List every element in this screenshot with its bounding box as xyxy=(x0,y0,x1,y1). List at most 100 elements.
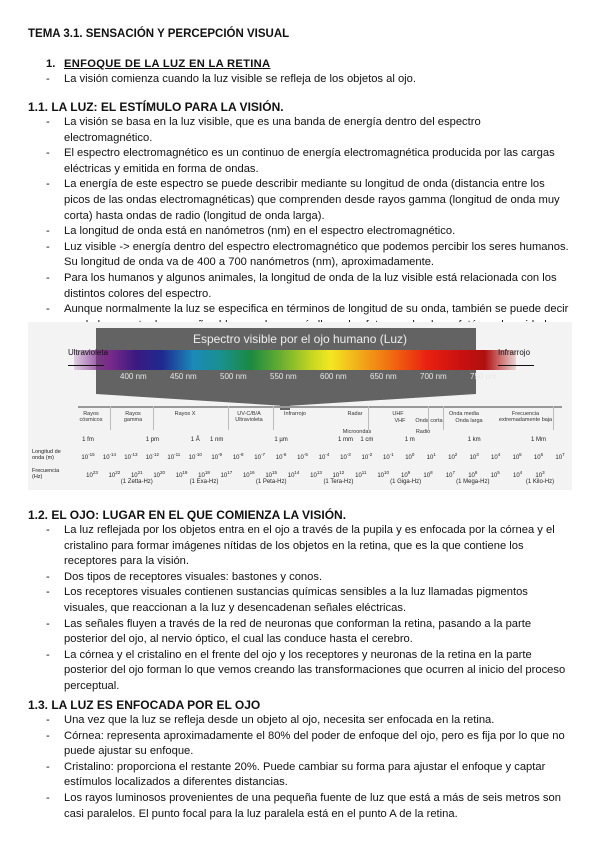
band-label: UHF xyxy=(392,411,404,417)
nm-label: 500 nm xyxy=(220,372,247,381)
wavelength-unit-label: 1 cm xyxy=(360,437,374,443)
list-item: Dos tipos de receptores visuales: baston… xyxy=(46,570,572,586)
wavelength-unit-label: 1 µm xyxy=(274,437,288,443)
section-1-heading: 1. ENFOQUE DE LA LUZ EN LA RETINA xyxy=(46,58,270,70)
frequency-tick-label: 109 xyxy=(400,470,411,479)
frequency-unit-label: (1 Peta-Hz) xyxy=(255,479,287,485)
section-1-1-heading: 1.1. LA LUZ: EL ESTÍMULO PARA LA VISIÓN. xyxy=(28,100,284,114)
section-title: ENFOQUE DE LA LUZ EN LA RETINA xyxy=(64,58,271,70)
frequency-tick-label: 1018 xyxy=(198,470,210,479)
frequency-tick-label: 104 xyxy=(512,470,523,479)
frequency-tick-label: 105 xyxy=(490,470,500,479)
left-arrow-icon xyxy=(68,365,104,366)
frequency-unit-label: (1 Mega-Hz) xyxy=(456,479,490,485)
section-1-2-list: La luz reflejada por los objetos entra e… xyxy=(46,523,572,695)
nm-label: 450 nm xyxy=(170,372,197,381)
wavelength-tick-label: 10-14 xyxy=(102,452,117,461)
band-label: Radar xyxy=(347,411,363,417)
band-label: Onda corta xyxy=(415,418,443,424)
list-item: La longitud de onda está en nanómetros (… xyxy=(46,224,572,240)
band-divider xyxy=(428,406,429,430)
list-item: La córnea y el cristalino en el frente d… xyxy=(46,648,572,695)
wavelength-tick-label: 10-13 xyxy=(124,452,138,461)
band-label: Rayos gamma xyxy=(123,411,143,423)
frequency-tick-label: 1020 xyxy=(153,470,166,479)
frequency-row-label: Frecuencia (Hz) xyxy=(32,468,60,480)
list-item: Una vez que la luz se refleja desde un o… xyxy=(46,713,572,729)
list-item: Cristalino: proporciona el restante 20%.… xyxy=(46,760,572,791)
frequency-tick-label: 107 xyxy=(445,470,455,479)
spectrum-axis xyxy=(78,406,562,408)
wavelength-tick-label: 10-1 xyxy=(383,452,394,461)
frequency-tick-label: 1016 xyxy=(242,470,255,479)
list-item: Los rayos luminosos provenientes de una … xyxy=(46,791,572,822)
frequency-unit-label: (1 Tera-Hz) xyxy=(323,479,354,485)
section-number: 1. xyxy=(46,58,56,70)
wavelength-unit-label: 1 nm xyxy=(210,437,224,443)
nm-label: 750 nm xyxy=(470,372,497,381)
list-item: La energía de este espectro se puede des… xyxy=(46,177,572,224)
band-divider xyxy=(443,406,444,430)
wavelength-tick-label: 105 xyxy=(512,452,522,461)
wavelength-tick-label: 102 xyxy=(448,452,458,461)
band-label: Rayos cósmicos xyxy=(79,411,103,423)
frequency-unit-label: (1 Exa-Hz) xyxy=(189,479,219,485)
frequency-tick-label: 108 xyxy=(423,470,433,479)
list-item: La luz reflejada por los objetos entra e… xyxy=(46,523,572,570)
wavelength-tick-label: 10-8 xyxy=(232,452,244,461)
wavelength-tick-label: 10-2 xyxy=(361,452,373,461)
electromagnetic-spectrum-figure: Espectro visible por el ojo humano (Luz)… xyxy=(28,322,572,490)
wavelength-unit-label: 1 fm xyxy=(82,437,94,443)
wavelength-tick-label: 10-11 xyxy=(167,452,181,461)
frequency-tick-label: 1022 xyxy=(108,470,121,479)
band-label: VHF xyxy=(394,418,406,424)
frequency-tick-label: 1012 xyxy=(332,470,345,479)
band-divider xyxy=(273,406,274,430)
band-divider xyxy=(228,406,229,430)
wavelength-tick-label: 106 xyxy=(533,452,544,461)
frequency-tick-label: 1017 xyxy=(220,470,233,479)
nm-label: 550 nm xyxy=(270,372,297,381)
wavelength-tick-label: 10-9 xyxy=(211,452,223,461)
wavelength-tick-label: 10-3 xyxy=(340,452,351,461)
wavelength-unit-label: 1 Å xyxy=(190,437,200,443)
spectrum-title: Espectro visible por el ojo humano (Luz) xyxy=(192,332,408,346)
section-1-3-list: Una vez que la luz se refleja desde un o… xyxy=(46,713,572,822)
section-1-1-list: La visión se basa en la luz visible, que… xyxy=(46,115,572,349)
spectrum-banner-pointer xyxy=(96,394,476,406)
right-arrow-icon xyxy=(498,365,534,366)
infrared-label: Infrarrojo xyxy=(498,348,531,357)
list-item: Para los humanos y algunos animales, la … xyxy=(46,271,572,302)
frequency-tick-label: 103 xyxy=(535,470,545,479)
band-divider xyxy=(110,406,111,430)
frequency-tick-label: 1019 xyxy=(175,470,188,479)
frequency-unit-label: (1 Zetta-Hz) xyxy=(120,479,153,485)
wavelength-tick-label: 10-15 xyxy=(81,452,95,461)
list-item: Córnea: representa aproximadamente el 80… xyxy=(46,729,572,760)
frequency-tick-label: 106 xyxy=(468,470,478,479)
visible-spectrum-bar xyxy=(74,350,516,370)
frequency-unit-label: (1 Giga-Hz) xyxy=(390,479,422,485)
list-item: Los receptores visuales contienen sustan… xyxy=(46,585,572,616)
nm-label: 700 nm xyxy=(420,372,447,381)
frequency-tick-label: 1010 xyxy=(377,470,390,479)
wavelength-tick-label: 10-5 xyxy=(297,452,308,461)
frequency-tick-label: 1014 xyxy=(287,470,300,479)
wavelength-unit-label: 1 m xyxy=(404,437,415,443)
section-1-3-heading: 1.3. LA LUZ ES ENFOCADA POR EL OJO xyxy=(28,698,261,712)
frequency-unit-label: (1 Kilo-Hz) xyxy=(525,479,555,485)
list-item: Las señales fluyen a través de la red de… xyxy=(46,617,572,648)
section-1-list: La visión comienza cuando la luz visible… xyxy=(46,72,572,88)
band-label: Onda media xyxy=(449,411,479,417)
frequency-tick-label: 1023 xyxy=(86,470,98,479)
frequency-tick-label: 1011 xyxy=(355,470,367,479)
wavelength-tick-label: 104 xyxy=(491,452,501,461)
band-divider xyxy=(553,406,554,430)
band-divider xyxy=(368,406,369,430)
wavelength-unit-label: 1 pm xyxy=(145,437,160,443)
band-label: Microondas xyxy=(342,429,372,435)
list-item: Luz visible -> energía dentro del espect… xyxy=(46,240,572,271)
wavelength-unit-label: 1 Mm xyxy=(531,437,547,443)
wavelength-row-label: Longitud de onda (m) xyxy=(32,449,61,461)
wavelength-tick-label: 100 xyxy=(405,452,415,461)
